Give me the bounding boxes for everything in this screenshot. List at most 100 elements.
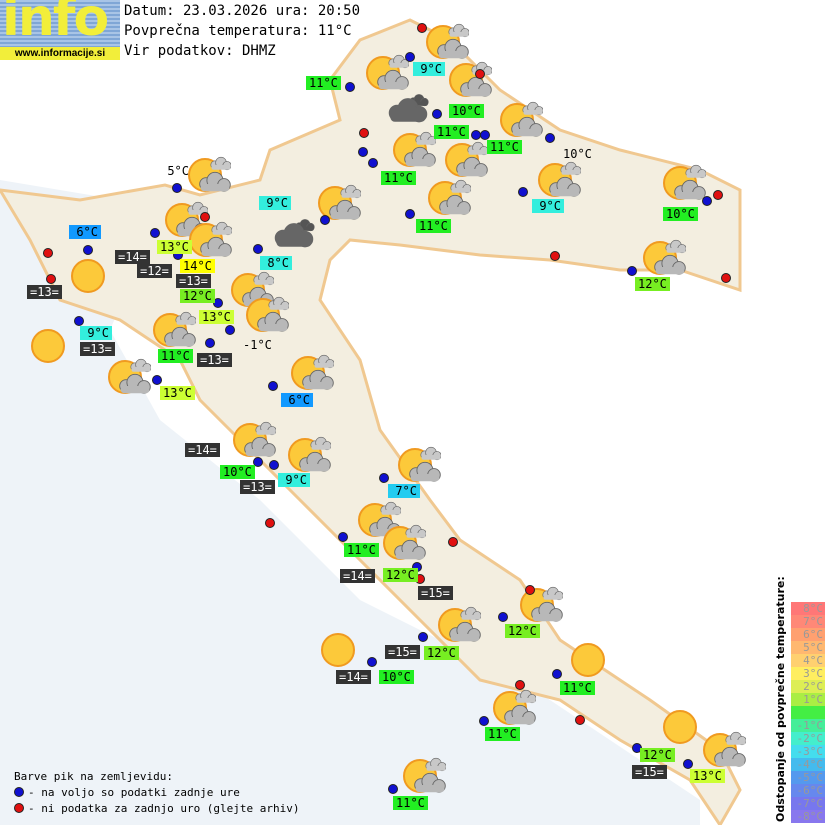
partly-cloudy-icon xyxy=(148,310,197,356)
blue-station-dot[interactable] xyxy=(74,316,84,326)
blue-station-dot[interactable] xyxy=(150,228,160,238)
temperature-label: 11°C xyxy=(306,76,341,90)
blue-station-dot[interactable] xyxy=(702,196,712,206)
blue-station-dot[interactable] xyxy=(152,375,162,385)
red-station-dot[interactable] xyxy=(525,585,535,595)
blue-station-dot[interactable] xyxy=(432,109,442,119)
blue-station-dot[interactable] xyxy=(269,460,279,470)
temperature-label: 11°C xyxy=(434,125,469,139)
temperature-label: 9°C xyxy=(532,199,564,213)
blue-station-dot[interactable] xyxy=(368,158,378,168)
logo-url[interactable]: www.informacije.si xyxy=(0,47,120,60)
blue-station-dot[interactable] xyxy=(367,657,377,667)
red-station-dot[interactable] xyxy=(515,680,525,690)
blue-station-dot[interactable] xyxy=(213,298,223,308)
partly-cloudy-icon xyxy=(423,178,472,224)
temperature-label: 11°C xyxy=(344,543,379,557)
partly-cloudy-icon xyxy=(388,130,437,176)
partly-cloudy-icon xyxy=(286,353,335,399)
blue-station-dot[interactable] xyxy=(379,473,389,483)
blue-station-dot[interactable] xyxy=(388,784,398,794)
blue-station-dot[interactable] xyxy=(268,381,278,391)
sea xyxy=(0,180,700,825)
red-station-dot[interactable] xyxy=(550,251,560,261)
blue-station-dot[interactable] xyxy=(320,215,330,225)
blue-station-dot[interactable] xyxy=(83,245,93,255)
scale-step: 6°C xyxy=(791,628,825,641)
temperature-label: 12°C xyxy=(505,624,540,638)
date-line: Datum: 23.03.2026 ura: 20:50 xyxy=(124,3,361,19)
blue-station-dot[interactable] xyxy=(518,187,528,197)
red-station-dot[interactable] xyxy=(43,248,53,258)
blue-station-dot[interactable] xyxy=(545,133,555,143)
blue-station-dot[interactable] xyxy=(253,457,263,467)
blue-station-dot[interactable] xyxy=(552,669,562,679)
red-station-dot[interactable] xyxy=(46,274,56,284)
red-station-dot[interactable] xyxy=(359,128,369,138)
blue-station-dot[interactable] xyxy=(683,759,693,769)
sea-temperature-label: =13= xyxy=(197,353,232,367)
blue-station-dot[interactable] xyxy=(172,183,182,193)
sea-temperature-label: =14= xyxy=(185,443,220,457)
temperature-label: 10°C xyxy=(220,465,255,479)
temperature-label: 5°C xyxy=(167,164,189,178)
temperature-label: 13°C xyxy=(199,310,234,324)
temperature-label: 10°C xyxy=(449,104,484,118)
scale-step: -7°C xyxy=(791,797,825,810)
blue-station-dot[interactable] xyxy=(345,82,355,92)
temperature-label: 11°C xyxy=(560,681,595,695)
scale-step: 1°C xyxy=(791,693,825,706)
blue-station-dot[interactable] xyxy=(405,209,415,219)
temperature-label: 12°C xyxy=(180,289,215,303)
blue-station-dot[interactable] xyxy=(418,632,428,642)
temperature-label: 11°C xyxy=(487,140,522,154)
legend-red: - ni podatka za zadnjo uro (glejte arhiv… xyxy=(28,802,300,815)
temperature-label: 8°C xyxy=(260,256,292,270)
temperature-label: 6°C xyxy=(281,393,313,407)
blue-station-dot[interactable] xyxy=(498,612,508,622)
blue-station-dot[interactable] xyxy=(205,338,215,348)
scale-step: -3°C xyxy=(791,745,825,758)
red-station-dot[interactable] xyxy=(575,715,585,725)
partly-cloudy-icon xyxy=(533,160,582,206)
red-station-dot[interactable] xyxy=(721,273,731,283)
sea-temperature-label: =13= xyxy=(176,274,211,288)
partly-cloudy-icon xyxy=(515,585,564,631)
blue-station-dot[interactable] xyxy=(627,266,637,276)
temperature-label: 12°C xyxy=(635,277,670,291)
temperature-label: 11°C xyxy=(416,219,451,233)
red-station-dot[interactable] xyxy=(265,518,275,528)
temperature-label: 11°C xyxy=(393,796,428,810)
red-station-dot[interactable] xyxy=(200,212,210,222)
temperature-label: 13°C xyxy=(690,769,725,783)
blue-station-dot[interactable] xyxy=(358,147,368,157)
partly-cloudy-icon xyxy=(378,523,427,569)
partly-cloudy-icon xyxy=(228,420,277,466)
red-station-dot[interactable] xyxy=(448,537,458,547)
blue-station-dot[interactable] xyxy=(479,716,489,726)
partly-cloudy-icon xyxy=(313,183,362,229)
blue-station-dot[interactable] xyxy=(253,244,263,254)
blue-station-dot[interactable] xyxy=(225,325,235,335)
temperature-label: 9°C xyxy=(278,473,310,487)
scale-step: -6°C xyxy=(791,784,825,797)
logo[interactable]: info www.informacije.si xyxy=(0,0,120,60)
partly-cloudy-icon xyxy=(658,163,707,209)
sunny-icon xyxy=(26,326,74,372)
legend-blue: - na voljo so podatki zadnje ure xyxy=(28,786,240,799)
partly-cloudy-icon xyxy=(183,155,232,201)
red-station-dot[interactable] xyxy=(713,190,723,200)
red-station-dot[interactable] xyxy=(417,23,427,33)
temperature-label: 14°C xyxy=(180,259,215,273)
cloudy-icon xyxy=(382,90,430,136)
blue-station-dot[interactable] xyxy=(338,532,348,542)
temperature-label: 9°C xyxy=(259,196,291,210)
scale-title: Odstopanje od povprečne temperature: xyxy=(774,576,787,822)
logo-text: info xyxy=(2,0,109,48)
blue-station-dot[interactable] xyxy=(480,130,490,140)
partly-cloudy-icon xyxy=(398,756,447,802)
scale-step: -1°C xyxy=(791,719,825,732)
blue-station-dot[interactable] xyxy=(405,52,415,62)
red-station-dot[interactable] xyxy=(475,69,485,79)
partly-cloudy-icon xyxy=(440,140,489,186)
